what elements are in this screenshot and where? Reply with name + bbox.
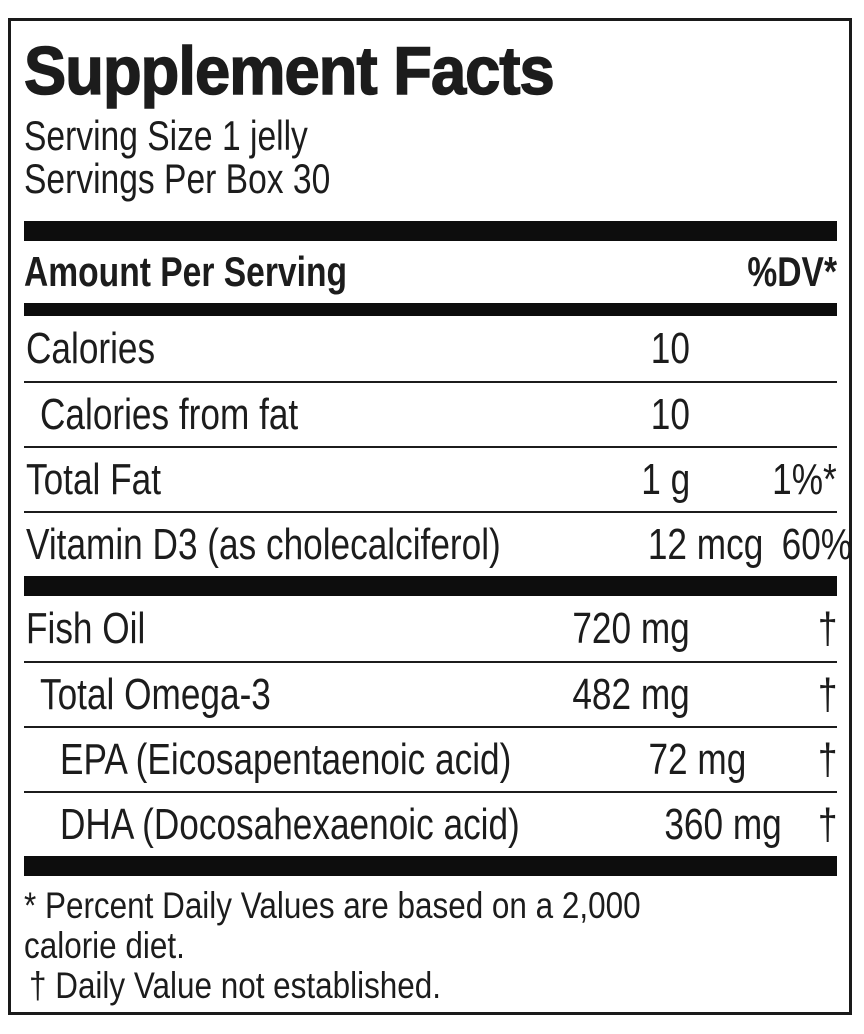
nutrient-dv bbox=[690, 324, 837, 374]
nutrient-dv: † bbox=[817, 603, 837, 653]
serving-info: Serving Size 1 jelly Servings Per Box 30 bbox=[24, 114, 837, 200]
nutrient-amount: 12 mcg bbox=[648, 519, 764, 569]
nutrient-amount: 72 mg bbox=[648, 734, 747, 784]
nutrient-row: Calories from fat 10 bbox=[24, 381, 837, 446]
footnote-line: † Daily Value not established. bbox=[29, 965, 442, 1006]
nutrient-name: DHA (Docosahexaenoic acid) bbox=[60, 799, 520, 849]
nutrient-amount: 1 g bbox=[641, 454, 690, 504]
column-header-row: Amount Per Serving %DV* bbox=[24, 241, 837, 303]
nutrient-row: Total Omega-3 482 mg † bbox=[24, 661, 837, 726]
servings-per-box-line: Servings Per Box 30 bbox=[24, 155, 331, 202]
serving-size-line: Serving Size 1 jelly bbox=[24, 112, 308, 159]
amount-per-serving-header: Amount Per Serving bbox=[24, 248, 347, 295]
nutrient-row: EPA (Eicosapentaenoic acid) 72 mg † bbox=[24, 726, 837, 791]
nutrient-group-main: Calories 10 Calories from fat 10 Total F… bbox=[24, 316, 852, 576]
nutrient-name: EPA (Eicosapentaenoic acid) bbox=[60, 734, 512, 784]
nutrient-row: Calories 10 bbox=[24, 316, 837, 381]
nutrient-amount: 10 bbox=[650, 389, 690, 439]
footnotes: * Percent Daily Values are based on a 2,… bbox=[24, 886, 837, 1006]
nutrient-amount: 10 bbox=[650, 323, 690, 373]
nutrient-name: Calories from fat bbox=[40, 389, 299, 439]
percent-dv-header: %DV* bbox=[747, 248, 837, 295]
title-text: Supplement Facts bbox=[23, 33, 555, 109]
nutrient-dv: † bbox=[817, 734, 837, 784]
section-bar bbox=[24, 221, 837, 241]
nutrient-name: Total Omega-3 bbox=[40, 669, 271, 719]
nutrient-amount: 720 mg bbox=[572, 603, 690, 653]
nutrient-dv: † bbox=[817, 669, 837, 719]
nutrient-name: Total Fat bbox=[26, 454, 161, 504]
nutrient-row: Total Fat 1 g 1%* bbox=[24, 446, 837, 511]
section-bar bbox=[24, 303, 837, 316]
nutrient-name: Calories bbox=[26, 323, 156, 373]
nutrient-name: Vitamin D3 (as cholecalciferol) bbox=[26, 519, 501, 569]
nutrient-row: DHA (Docosahexaenoic acid) 360 mg † bbox=[24, 791, 837, 856]
nutrient-amount: 482 mg bbox=[572, 669, 690, 719]
footnote-line: calorie diet. bbox=[24, 925, 185, 966]
section-bar bbox=[24, 856, 837, 876]
page-title: Supplement Facts bbox=[23, 33, 837, 109]
nutrient-name: Fish Oil bbox=[26, 603, 146, 653]
nutrient-dv bbox=[690, 390, 837, 440]
nutrient-row: Vitamin D3 (as cholecalciferol) 12 mcg 6… bbox=[24, 511, 852, 576]
nutrient-amount: 360 mg bbox=[664, 799, 782, 849]
supplement-facts-panel: Supplement Facts Serving Size 1 jelly Se… bbox=[8, 18, 852, 1015]
nutrient-dv: † bbox=[817, 799, 837, 849]
section-bar bbox=[24, 576, 837, 596]
nutrient-dv: 1%* bbox=[772, 454, 837, 504]
nutrient-row: Fish Oil 720 mg † bbox=[24, 596, 837, 661]
nutrient-dv: 60% bbox=[781, 519, 852, 569]
nutrient-group-fish-oil: Fish Oil 720 mg † Total Omega-3 482 mg †… bbox=[24, 596, 837, 856]
footnote-line: * Percent Daily Values are based on a 2,… bbox=[24, 885, 641, 926]
